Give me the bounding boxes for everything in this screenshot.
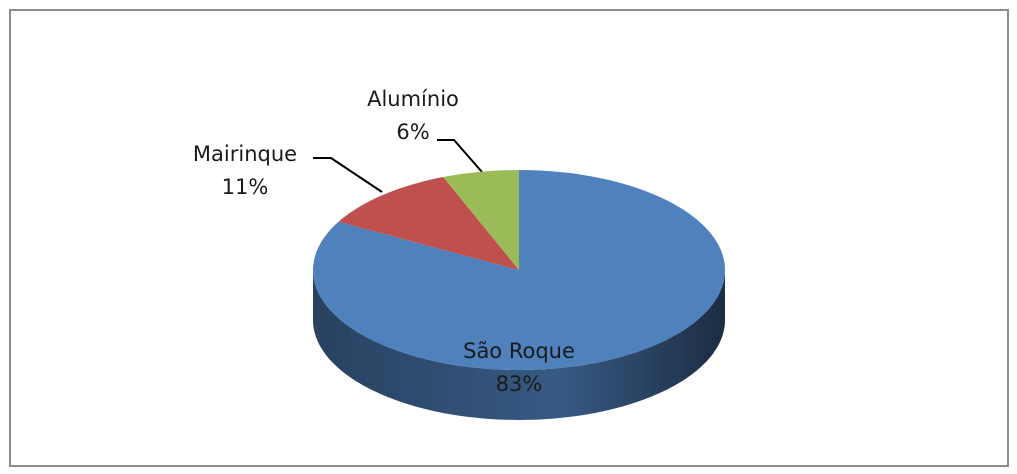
leader-line [313,157,383,193]
value-label: 83% [496,372,543,396]
pie-side [313,270,725,420]
value-label: 11% [222,175,269,199]
category-label: Mairinque [193,142,297,166]
pie-slice [443,170,519,270]
value-label: 6% [396,120,429,144]
pie-slice [338,177,519,270]
leader-line [437,139,483,173]
category-label: São Roque [463,339,575,363]
category-label: Alumínio [367,87,459,111]
